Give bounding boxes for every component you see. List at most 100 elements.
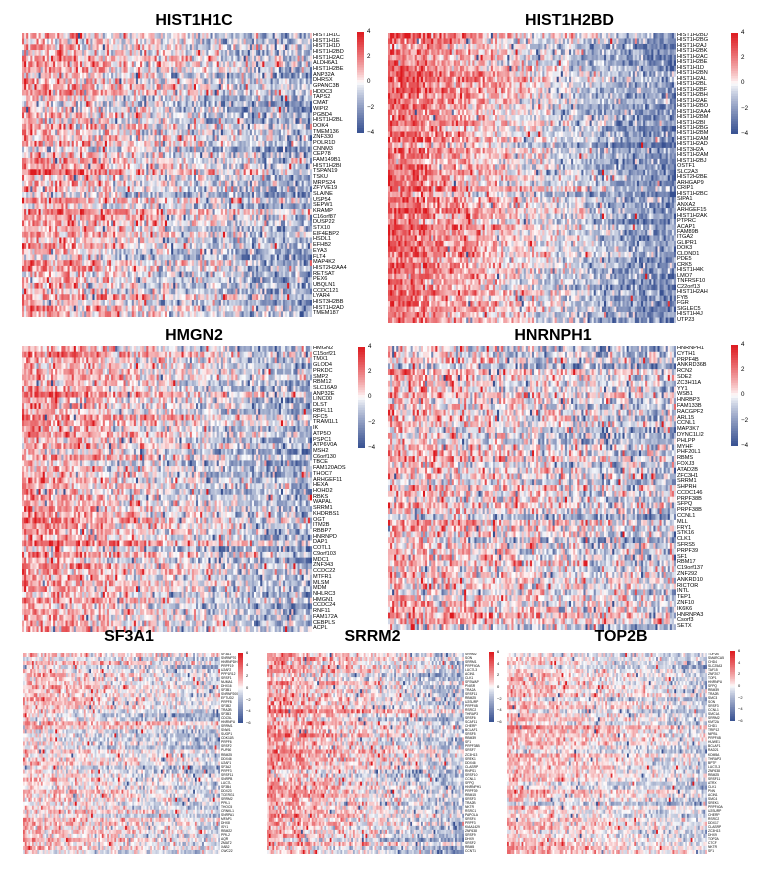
heatmap-cell	[175, 203, 178, 210]
heatmap-cell	[156, 123, 160, 130]
heatmap-cell	[216, 226, 220, 233]
heatmap-cell	[251, 50, 255, 57]
heatmap-cell	[187, 220, 191, 227]
heatmap-cell	[98, 61, 102, 68]
heatmap-cell	[158, 61, 162, 68]
heatmap-cell	[113, 146, 116, 153]
heatmap-cell	[204, 72, 207, 79]
heatmap-cell	[307, 101, 311, 108]
heatmap-cell	[106, 129, 110, 136]
heatmap-cell	[272, 129, 276, 136]
heatmap-cell	[202, 186, 205, 193]
heatmap-cell	[84, 44, 87, 51]
heatmap-cell	[24, 209, 27, 216]
heatmap-cell	[214, 135, 218, 142]
heatmap-cell	[247, 33, 251, 40]
heatmap-cell	[295, 84, 298, 91]
heatmap-cell	[283, 123, 286, 130]
heatmap-cell	[46, 140, 50, 147]
heatmap-cell	[73, 135, 77, 142]
heatmap-cell	[202, 123, 205, 130]
heatmap-cell	[144, 84, 147, 91]
heatmap-cell	[278, 157, 282, 164]
heatmap-cell	[171, 89, 174, 96]
heatmap-cell	[193, 95, 197, 102]
heatmap-cell	[204, 146, 207, 153]
heatmap-cell	[227, 192, 230, 199]
heatmap-cell	[295, 33, 298, 40]
heatmap-cell	[210, 112, 213, 119]
heatmap-cell	[171, 118, 174, 125]
heatmap-cell	[243, 72, 247, 79]
heatmap-cell	[142, 192, 145, 199]
heatmap-cell	[274, 209, 278, 216]
heatmap-cell	[177, 129, 180, 136]
heatmap-cell	[220, 209, 224, 216]
heatmap-cell	[146, 118, 149, 125]
heatmap-cell	[55, 95, 58, 102]
heatmap-cell	[285, 140, 288, 147]
heatmap-cell	[222, 140, 226, 147]
heatmap-cell	[212, 203, 215, 210]
heatmap-cell	[32, 118, 35, 125]
heatmap-cell	[179, 38, 182, 45]
heatmap-cell	[212, 78, 215, 85]
heatmap-cell	[111, 214, 114, 221]
heatmap-cell	[61, 169, 64, 176]
heatmap-cell	[158, 33, 162, 40]
heatmap-cell	[84, 67, 87, 74]
heatmap-cell	[270, 140, 273, 147]
heatmap-cell	[285, 106, 288, 113]
heatmap-cell	[73, 169, 77, 176]
heatmap-cell	[82, 180, 85, 187]
heatmap-cell	[55, 89, 58, 96]
heatmap-cell	[80, 33, 83, 40]
heatmap-cell	[210, 231, 213, 238]
heatmap-cell	[57, 106, 60, 113]
heatmap-cell	[241, 175, 244, 182]
heatmap-cell	[241, 38, 244, 45]
heatmap-cell	[92, 214, 95, 221]
heatmap-cell	[191, 44, 195, 51]
heatmap-cell	[69, 192, 73, 199]
heatmap-cell	[229, 106, 232, 113]
heatmap-cell	[51, 146, 54, 153]
heatmap-cell	[278, 146, 282, 153]
heatmap-cell	[125, 112, 128, 119]
heatmap-cell	[106, 67, 110, 74]
heatmap-cell	[82, 95, 85, 102]
heatmap-cell	[210, 72, 213, 79]
heatmap-cell	[283, 38, 286, 45]
heatmap-cell	[73, 129, 77, 136]
heatmap-cell	[274, 55, 278, 62]
heatmap-cell	[32, 78, 35, 85]
heatmap-cell	[276, 106, 280, 113]
heatmap-cell	[162, 203, 166, 210]
heatmap-cell	[117, 209, 120, 216]
heatmap-cell	[113, 50, 116, 57]
heatmap-cell	[71, 61, 75, 68]
heatmap-cell	[140, 135, 143, 142]
heatmap-cell	[193, 163, 197, 170]
heatmap-cell	[73, 50, 77, 57]
heatmap-cell	[84, 112, 87, 119]
heatmap-cell	[169, 112, 172, 119]
heatmap-cell	[164, 231, 168, 238]
heatmap-cell	[280, 226, 284, 233]
heatmap-cell	[146, 78, 149, 85]
heatmap-cell	[270, 169, 273, 176]
heatmap-cell	[183, 112, 186, 119]
heatmap-cell	[222, 175, 226, 182]
heatmap-cell	[129, 231, 133, 238]
heatmap-cell	[26, 61, 29, 68]
heatmap-cell	[220, 140, 224, 147]
heatmap-cell	[280, 157, 284, 164]
heatmap-cell	[191, 78, 195, 85]
heatmap-cell	[42, 209, 46, 216]
heatmap-cell	[218, 123, 222, 130]
heatmap-cell	[233, 175, 236, 182]
heatmap-cell	[144, 78, 147, 85]
heatmap-cell	[210, 38, 213, 45]
heatmap-cell	[24, 197, 27, 204]
heatmap-cell	[258, 135, 261, 142]
